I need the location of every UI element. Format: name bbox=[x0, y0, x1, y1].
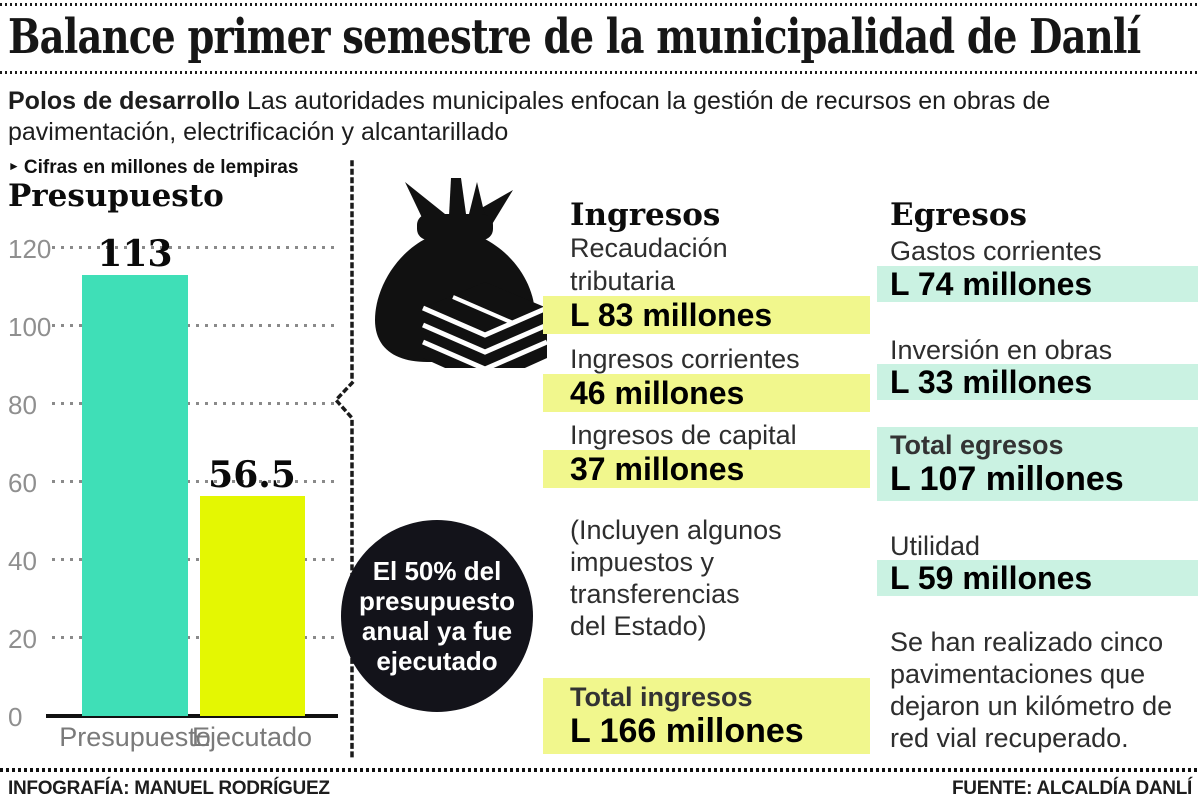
egresos-value-1: L 74 millones bbox=[877, 266, 1198, 302]
x-label-ejecutado: Ejecutado bbox=[191, 722, 313, 752]
gridline bbox=[52, 480, 338, 483]
footer-dotted-rule bbox=[0, 768, 1200, 772]
lead-paragraph: Polos de desarrollo Las autoridades muni… bbox=[8, 86, 1158, 148]
egresos-utility-value: L 59 millones bbox=[877, 560, 1198, 596]
egresos-heading: Egresos bbox=[890, 197, 1027, 233]
chart-units-note: ► Cifras en millones de lempiras bbox=[8, 157, 299, 178]
source-credit: FUENTE: ALCALDÍA DANLÍ bbox=[951, 778, 1192, 799]
badge-50-percent: El 50% del presupuesto anual ya fue ejec… bbox=[341, 520, 533, 712]
ingresos-value-2: 46 millones bbox=[543, 374, 870, 412]
chart-title: Presupuesto bbox=[8, 178, 224, 214]
page-title: Balance primer semestre de la municipali… bbox=[8, 9, 1141, 65]
gridline bbox=[52, 636, 338, 639]
gridline bbox=[52, 324, 338, 327]
lead-kicker: Polos de desarrollo bbox=[8, 87, 241, 115]
ingresos-item-label: Ingresos de capital bbox=[570, 420, 797, 450]
gridline bbox=[52, 246, 338, 249]
arrow-marker-icon: ► bbox=[8, 159, 20, 173]
gridline bbox=[52, 558, 338, 561]
ingresos-total: Total ingresos L 166 millones bbox=[543, 678, 870, 754]
title-dotted-rule bbox=[0, 71, 1200, 74]
ingresos-item-label: Ingresos corrientes bbox=[570, 344, 800, 374]
x-axis-line bbox=[46, 714, 338, 718]
ingresos-value-3: 37 millones bbox=[543, 450, 870, 488]
x-label-presupuesto: Presupuesto bbox=[59, 722, 211, 752]
ingresos-value-1: L 83 millones bbox=[543, 296, 870, 334]
ingresos-heading: Ingresos bbox=[570, 197, 721, 233]
bar-ejecutado bbox=[200, 495, 305, 716]
ingresos-note: (Incluyen algunos impuestos y transferen… bbox=[570, 515, 782, 641]
bar-value-ejecutado: 56.5 bbox=[208, 453, 296, 496]
dotted-divider bbox=[333, 160, 354, 762]
infographic-credit: INFOGRAFÍA: MANUEL RODRÍGUEZ bbox=[8, 778, 330, 799]
bar-presupuesto bbox=[82, 275, 188, 716]
lead-text: Las autoridades municipales enfocan la g… bbox=[8, 87, 1051, 146]
bar-value-presupuesto: 113 bbox=[97, 233, 173, 276]
egresos-utility-label: Utilidad bbox=[890, 531, 981, 561]
egresos-note: Se han realizado cinco pavimentaciones q… bbox=[890, 627, 1173, 753]
top-dotted-rule bbox=[0, 3, 1200, 6]
gridline bbox=[52, 402, 338, 405]
egresos-total: Total egresos L 107 millones bbox=[877, 427, 1198, 501]
ingresos-item-label: Recaudación tributaria bbox=[570, 233, 728, 296]
egresos-value-2: L 33 millones bbox=[877, 364, 1198, 400]
egresos-item-label: Gastos corrientes bbox=[890, 236, 1102, 266]
money-bag-icon bbox=[375, 178, 548, 368]
egresos-item-label: Inversión en obras bbox=[890, 335, 1113, 365]
